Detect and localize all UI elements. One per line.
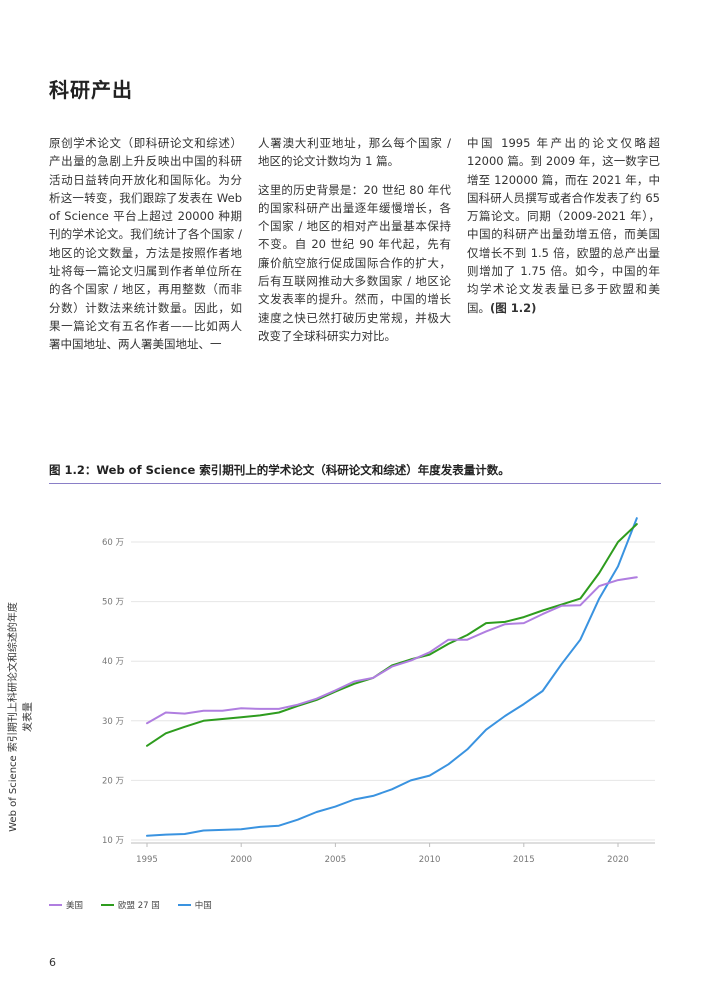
figure-reference: (图 1.2): [490, 300, 537, 315]
x-tick-label: 2010: [419, 855, 441, 865]
x-tick-label: 2005: [325, 855, 347, 865]
paragraph: 这里的历史背景是：20 世纪 80 年代的国家科研产出量逐年缓慢增长，各个国家 …: [258, 182, 451, 343]
legend-item-china: 中国: [177, 899, 212, 911]
figure-caption: 图 1.2：Web of Science 索引期刊上的学术论文（科研论文和综述）…: [49, 463, 510, 477]
paragraph: 中国 1995 年产出的论文仅略超 12000 篇。到 2009 年，这一数字已…: [467, 134, 660, 317]
x-tick-label: 1995: [136, 855, 158, 865]
series-line-usa: [146, 576, 638, 725]
x-tick-label: 2020: [607, 855, 629, 865]
series-line-eu27: [146, 523, 638, 747]
legend-label: 美国: [66, 901, 84, 911]
y-tick-label: 30 万: [102, 717, 124, 727]
legend-item-usa: 美国: [49, 899, 83, 911]
paragraph-text: 中国 1995 年产出的论文仅略超 12000 篇。到 2009 年，这一数字已…: [467, 136, 660, 315]
paragraph: 原创学术论文（即科研论文和综述）产出量的急剧上升反映出中国的科研活动日益转向开放…: [49, 136, 242, 352]
paragraph: 人署澳大利亚地址，那么每个国家 / 地区的论文计数均为 1 篇。: [258, 136, 451, 169]
legend-swatch-eu27: [101, 904, 115, 906]
body-column-2: 人署澳大利亚地址，那么每个国家 / 地区的论文计数均为 1 篇。 这里的历史背景…: [258, 134, 451, 355]
y-tick-label: 50 万: [102, 598, 124, 608]
legend-swatch-usa: [49, 904, 62, 906]
legend-label: 欧盟 27 国: [118, 901, 160, 911]
x-tick-label: 2000: [230, 855, 252, 865]
page-number: 6: [49, 956, 56, 969]
y-axis-label: Web of Science 索引期刊上科研论文和综述的年度发表量: [8, 602, 34, 832]
body-column-3: 中国 1995 年产出的论文仅略超 12000 篇。到 2009 年，这一数字已…: [467, 134, 660, 327]
chart-legend: 美国 欧盟 27 国 中国: [49, 899, 212, 911]
y-tick-label: 60 万: [102, 538, 124, 548]
page-title: 科研产出: [49, 78, 133, 102]
x-tick-label: 2015: [513, 855, 535, 865]
legend-swatch-china: [177, 904, 191, 906]
series-line-china: [146, 517, 638, 837]
legend-label: 中国: [194, 901, 212, 911]
legend-item-eu27: 欧盟 27 国: [101, 899, 160, 911]
y-tick-label: 20 万: [102, 776, 124, 786]
y-tick-label: 40 万: [102, 657, 124, 667]
body-column-1: 原创学术论文（即科研论文和综述）产出量的急剧上升反映出中国的科研活动日益转向开放…: [49, 134, 242, 364]
caption-divider: [49, 483, 661, 484]
y-tick-label: 10 万: [102, 836, 124, 846]
